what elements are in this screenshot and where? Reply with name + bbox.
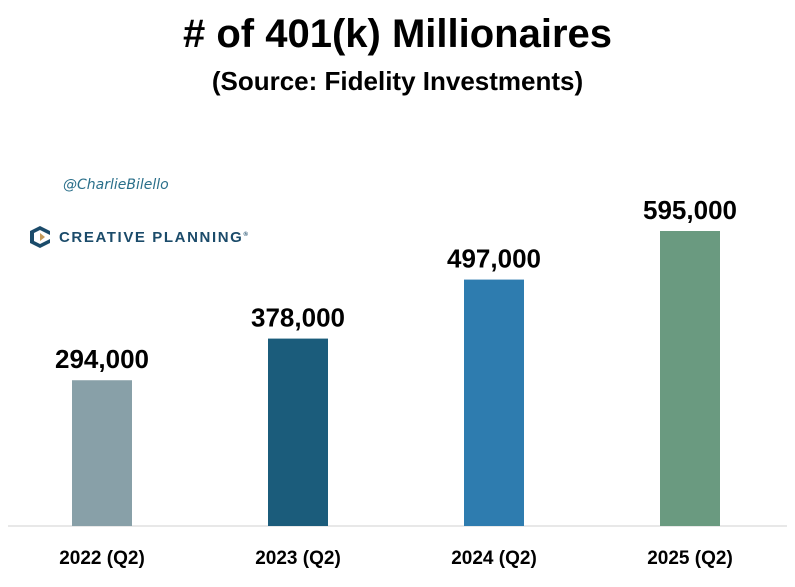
brand-watermark: CREATIVE PLANNING® [30,226,248,248]
chart-title: # of 401(k) Millionaires [182,12,613,56]
creative-planning-logo-icon [30,226,50,248]
value-label-2024: 497,000 [447,244,541,274]
value-label-2025: 595,000 [643,195,737,225]
brand-name: CREATIVE PLANNING® [59,228,248,246]
bars-group: 294,000 2022 (Q2) 378,000 2023 (Q2) 497,000 2… [55,195,737,569]
category-label-2024: 2024 (Q2) [451,548,537,569]
chart-subtitle: (Source: Fidelity Investments) [211,66,584,96]
category-label-2023: 2023 (Q2) [255,548,341,569]
value-label-2023: 378,000 [251,303,345,333]
bar-2025 [660,231,720,526]
author-handle: @CharlieBilello [63,177,169,193]
bar-2024 [464,279,524,526]
category-label-2025: 2025 (Q2) [647,548,733,569]
bar-2022 [72,380,132,526]
category-label-2022: 2022 (Q2) [59,548,145,569]
bar-2023 [268,338,328,526]
value-label-2022: 294,000 [55,344,149,374]
